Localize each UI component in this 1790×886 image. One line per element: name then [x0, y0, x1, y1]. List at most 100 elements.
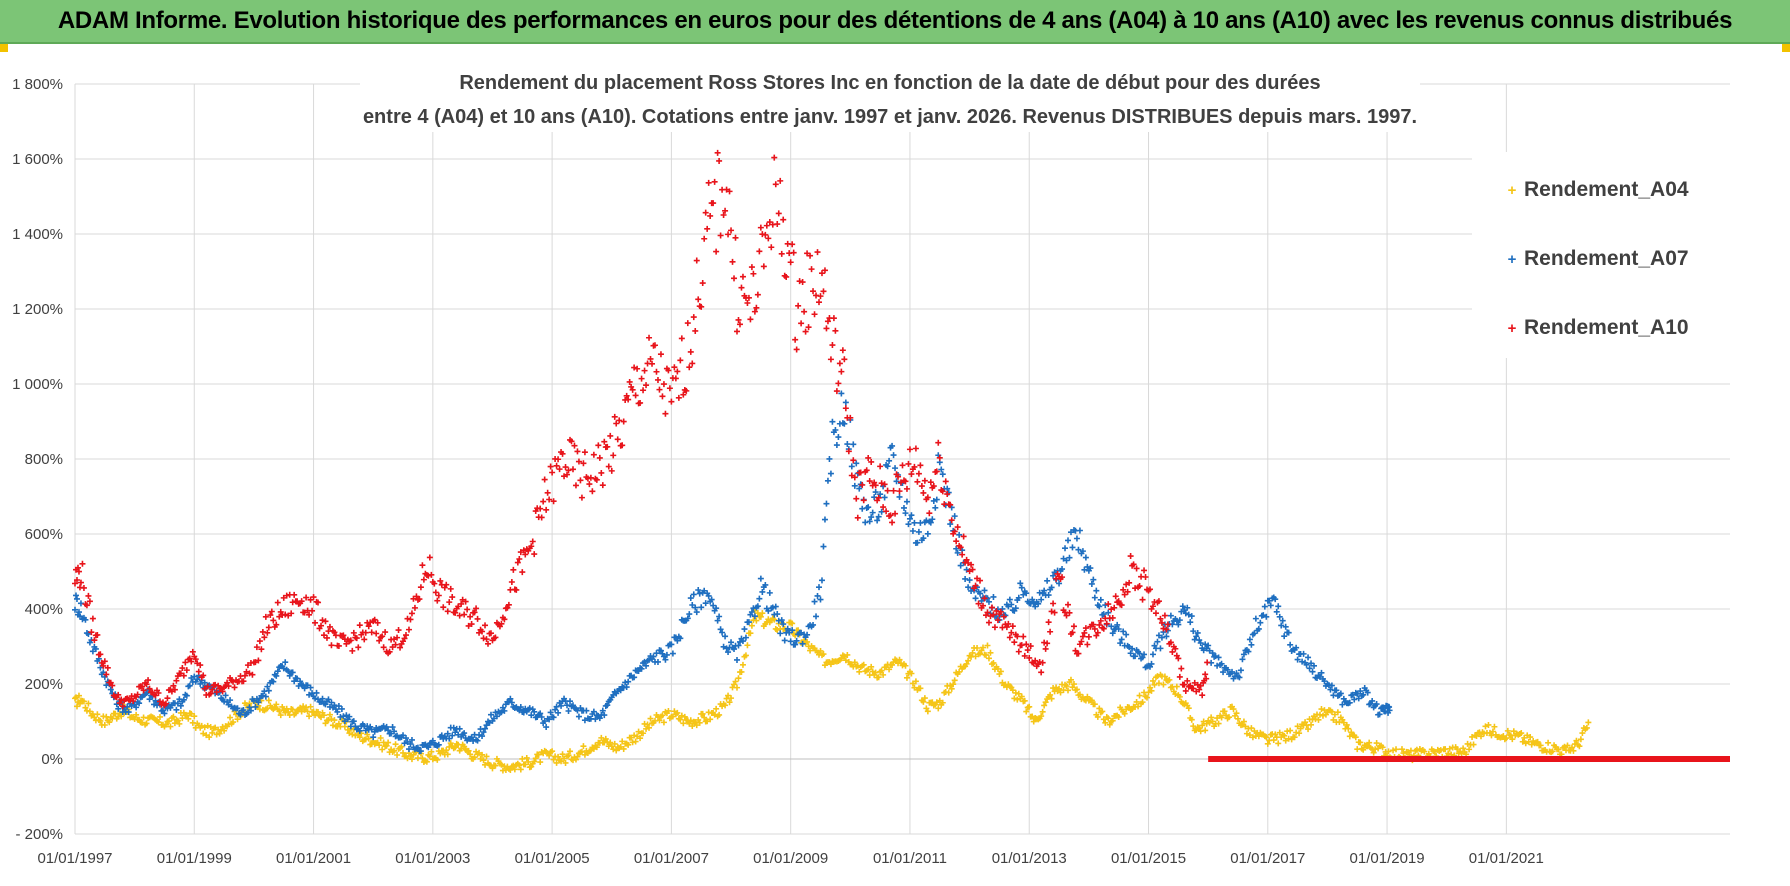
data-point	[101, 722, 108, 729]
data-point	[1248, 725, 1255, 732]
data-point	[637, 399, 644, 406]
data-point	[1047, 628, 1054, 635]
data-point	[1179, 603, 1186, 610]
data-point	[625, 678, 632, 685]
data-point	[73, 576, 80, 583]
data-point	[1311, 662, 1318, 669]
data-point	[839, 347, 846, 354]
data-point	[256, 638, 263, 645]
data-point	[1090, 621, 1097, 628]
data-point	[1351, 696, 1358, 703]
data-point	[775, 210, 782, 217]
data-point	[625, 396, 632, 403]
data-point	[1175, 621, 1182, 628]
data-point	[1398, 746, 1405, 753]
data-point	[833, 442, 840, 449]
data-point	[842, 399, 849, 406]
data-point	[787, 638, 794, 645]
data-point	[74, 564, 81, 571]
data-point	[161, 710, 168, 717]
data-point	[1545, 739, 1552, 746]
data-point	[838, 390, 845, 397]
data-point	[462, 598, 469, 605]
data-point	[902, 478, 909, 485]
data-point	[1151, 681, 1158, 688]
data-point	[853, 495, 860, 502]
data-point	[1027, 643, 1034, 650]
data-point	[619, 442, 626, 449]
data-point	[975, 600, 982, 607]
data-point	[783, 273, 790, 280]
data-point	[1072, 647, 1079, 654]
data-point	[391, 747, 398, 754]
data-point	[927, 519, 934, 526]
data-point	[875, 674, 882, 681]
data-point	[516, 762, 523, 769]
data-point	[844, 651, 851, 658]
x-tick-label: 01/01/2017	[1230, 850, 1305, 867]
data-point	[744, 300, 751, 307]
data-point	[953, 545, 960, 552]
plot-area	[72, 149, 1730, 774]
data-point	[485, 640, 492, 647]
data-point	[483, 753, 490, 760]
data-point	[273, 672, 280, 679]
legend: + Rendement_A04 + Rendement_A07 + Rendem…	[1472, 152, 1730, 358]
data-point	[1279, 617, 1286, 624]
data-point	[1126, 579, 1133, 586]
data-point	[1021, 652, 1028, 659]
data-point	[1050, 600, 1057, 607]
data-point	[529, 538, 536, 545]
data-point	[631, 364, 638, 371]
data-point	[136, 700, 143, 707]
data-point	[456, 612, 463, 619]
data-point	[608, 467, 615, 474]
data-point	[385, 739, 392, 746]
data-point	[728, 639, 735, 646]
data-point	[1233, 670, 1240, 677]
data-point	[643, 725, 650, 732]
data-point	[713, 705, 720, 712]
data-point	[1096, 603, 1103, 610]
data-point	[1133, 565, 1140, 572]
data-point	[911, 519, 918, 526]
data-point	[805, 324, 812, 331]
data-point	[735, 675, 742, 682]
data-point	[403, 632, 409, 639]
data-point	[255, 699, 262, 706]
data-point	[1141, 567, 1148, 574]
data-point	[1252, 615, 1259, 622]
data-point	[1294, 656, 1301, 663]
data-point	[726, 188, 733, 195]
data-point	[380, 644, 387, 651]
data-point	[549, 469, 556, 476]
data-point	[1385, 748, 1392, 755]
data-point	[696, 719, 703, 726]
data-point	[977, 577, 984, 584]
data-point	[537, 759, 544, 766]
data-point	[1478, 733, 1484, 740]
data-point	[824, 477, 831, 484]
data-point	[1051, 609, 1058, 616]
legend-item-a07: + Rendement_A07	[1508, 247, 1689, 270]
data-point	[801, 308, 808, 315]
data-point	[994, 617, 1001, 624]
data-point	[115, 691, 122, 698]
data-point	[547, 709, 554, 716]
data-point	[1006, 596, 1013, 603]
data-point	[92, 645, 99, 652]
data-point	[877, 491, 884, 498]
data-point	[480, 757, 487, 764]
data-point	[428, 748, 435, 755]
data-point	[638, 665, 645, 672]
data-point	[1091, 594, 1098, 601]
data-point	[480, 729, 487, 736]
y-tick-label: 400%	[25, 601, 63, 618]
data-point	[326, 623, 333, 630]
data-point	[693, 257, 700, 264]
data-point	[80, 698, 87, 705]
data-point	[744, 642, 751, 649]
data-point	[1246, 636, 1253, 643]
data-point	[674, 368, 681, 375]
data-point	[1393, 746, 1400, 753]
